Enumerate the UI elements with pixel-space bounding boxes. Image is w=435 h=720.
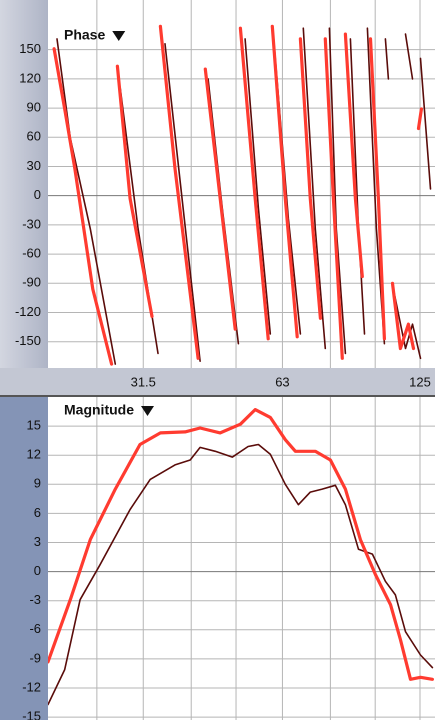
x-tick-label: 125	[409, 374, 431, 389]
dropdown-arrow[interactable]	[141, 406, 154, 416]
y-tick-label: 12	[27, 447, 41, 462]
y-tick-label: 120	[19, 70, 41, 85]
y-tick-label: -60	[22, 246, 41, 261]
y-tick-label: 6	[34, 505, 41, 520]
divider	[0, 395, 435, 397]
y-tick-label: 0	[34, 187, 41, 202]
y-tick-label: 0	[34, 563, 41, 578]
chart-title: Magnitude	[64, 402, 134, 418]
y-tick-label: 9	[34, 476, 41, 491]
dropdown-arrow[interactable]	[112, 31, 126, 41]
y-tick-label: 3	[34, 534, 41, 549]
y-tick-label: -120	[15, 304, 41, 319]
y-tick-label: 90	[27, 100, 41, 115]
magnitude-gutter	[0, 397, 48, 720]
frequency-strip	[0, 368, 435, 395]
y-tick-label: 150	[19, 41, 41, 56]
y-tick-label: -9	[29, 650, 41, 665]
series-line	[48, 443, 434, 706]
y-tick-label: -90	[22, 275, 41, 290]
series-line	[52, 24, 423, 366]
y-tick-label: 15	[27, 418, 41, 433]
y-tick-label: -12	[22, 679, 41, 694]
plot	[48, 0, 435, 368]
y-tick-label: -150	[15, 333, 41, 348]
chart-title: Phase	[64, 27, 105, 43]
y-tick-label: -6	[29, 621, 41, 636]
y-tick-label: -15	[22, 709, 41, 720]
x-tick-label: 31.5	[131, 374, 156, 389]
y-tick-label: 60	[27, 129, 41, 144]
y-tick-label: -30	[22, 216, 41, 231]
y-tick-label: -3	[29, 592, 41, 607]
plot-area	[48, 397, 435, 720]
plot	[48, 397, 435, 720]
series-line	[48, 408, 434, 681]
y-tick-label: 30	[27, 158, 41, 173]
phase-gutter	[0, 0, 48, 368]
x-tick-label: 63	[275, 374, 289, 389]
